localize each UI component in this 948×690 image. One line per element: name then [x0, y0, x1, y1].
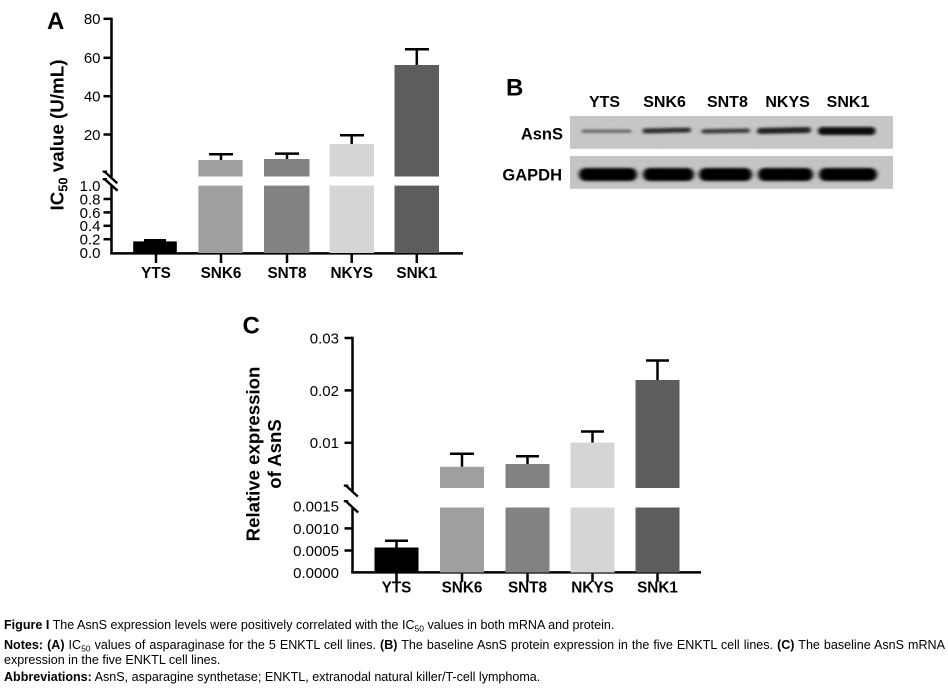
svg-text:60: 60: [84, 50, 101, 67]
svg-text:SNK1: SNK1: [396, 265, 437, 282]
svg-text:A: A: [47, 8, 64, 35]
svg-text:0.0010: 0.0010: [293, 521, 339, 538]
svg-text:SNT8: SNT8: [707, 94, 748, 111]
svg-text:0.8: 0.8: [80, 191, 101, 208]
svg-text:40: 40: [84, 89, 101, 106]
svg-text:SNK1: SNK1: [637, 580, 678, 597]
svg-text:80: 80: [84, 11, 101, 28]
svg-text:0.02: 0.02: [310, 383, 339, 400]
svg-text:0.0000: 0.0000: [293, 565, 339, 582]
svg-text:YTS: YTS: [589, 94, 620, 111]
svg-text:20: 20: [84, 127, 101, 144]
svg-text:0.01: 0.01: [310, 435, 339, 452]
svg-text:0.2: 0.2: [80, 232, 101, 249]
svg-text:1.0: 1.0: [80, 178, 101, 195]
svg-text:SNT8: SNT8: [267, 265, 307, 282]
svg-text:0.0: 0.0: [80, 245, 101, 262]
svg-text:SNK6: SNK6: [201, 265, 242, 282]
svg-text:B: B: [506, 75, 523, 102]
svg-text:0.6: 0.6: [80, 205, 101, 222]
svg-text:SNT8: SNT8: [508, 580, 548, 597]
svg-text:0.03: 0.03: [310, 330, 339, 347]
svg-text:SNK6: SNK6: [643, 94, 686, 111]
svg-text:NKYS: NKYS: [765, 94, 810, 111]
svg-text:Relative expression: Relative expression: [242, 367, 263, 542]
svg-text:GAPDH: GAPDH: [502, 167, 562, 185]
svg-text:NKYS: NKYS: [571, 580, 614, 597]
svg-text:0.0015: 0.0015: [293, 499, 339, 516]
svg-text:of AsnS: of AsnS: [264, 419, 285, 489]
svg-text:C: C: [243, 313, 260, 340]
svg-text:YTS: YTS: [141, 265, 171, 282]
svg-text:IC50 value (U/mL): IC50 value (U/mL): [46, 60, 70, 211]
svg-text:AsnS: AsnS: [521, 126, 563, 144]
svg-text:SNK6: SNK6: [442, 580, 483, 597]
svg-text:0.0005: 0.0005: [293, 543, 339, 560]
svg-text:SNK1: SNK1: [827, 94, 870, 111]
svg-text:NKYS: NKYS: [330, 265, 373, 282]
svg-text:YTS: YTS: [382, 580, 412, 597]
svg-text:0.4: 0.4: [80, 218, 101, 235]
